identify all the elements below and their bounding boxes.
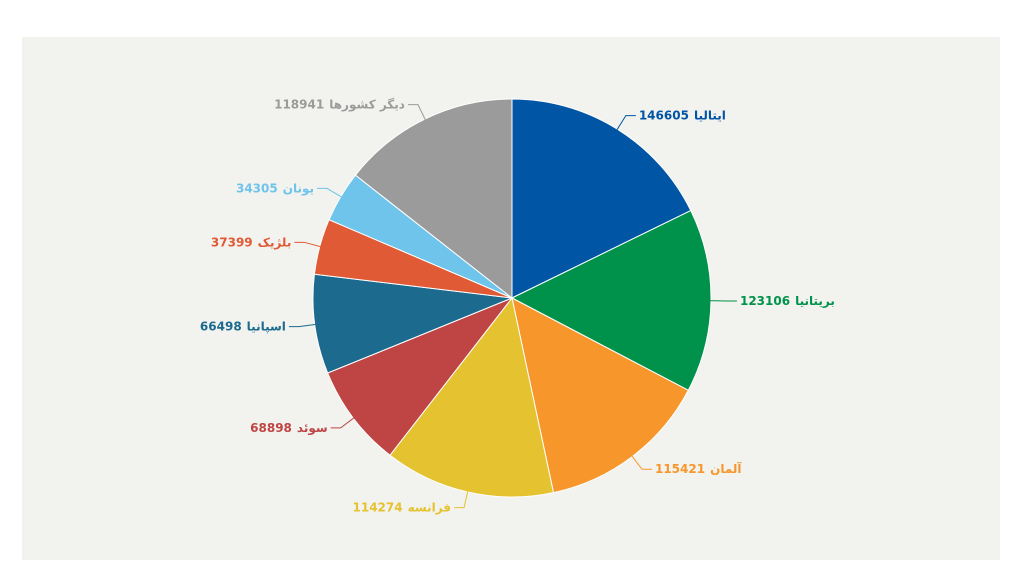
leader-line xyxy=(614,115,636,133)
data-label: 146605 ایتالیا xyxy=(639,108,726,122)
leader-line xyxy=(288,323,319,328)
data-label: 123106 بریتانیا xyxy=(740,293,835,307)
label-name: فرانسه xyxy=(408,500,451,514)
label-name: آلمان xyxy=(710,461,742,476)
data-label: 115421 آلمان xyxy=(655,461,742,476)
data-label: 66498 اسپانیا xyxy=(200,319,286,333)
leader-line xyxy=(294,241,324,248)
data-label: 34305 یونان xyxy=(236,181,314,196)
label-value: 68898 xyxy=(250,420,292,434)
leader-line xyxy=(454,487,470,509)
label-name: اسپانیا xyxy=(247,319,286,333)
leader-line xyxy=(317,187,345,200)
data-label: 68898 سوئد xyxy=(250,420,328,435)
leader-line xyxy=(330,415,357,429)
data-label: 114274 فرانسه xyxy=(353,500,452,514)
label-name: یونان xyxy=(283,181,314,196)
label-value: 123106 xyxy=(740,293,790,307)
label-name: ایتالیا xyxy=(694,108,726,122)
data-label: 118941 دیگر کشورها xyxy=(274,97,405,112)
label-value: 115421 xyxy=(655,462,705,476)
leader-line xyxy=(407,104,428,123)
label-name: بریتانیا xyxy=(795,293,835,307)
label-name: دیگر کشورها xyxy=(329,97,405,112)
label-value: 66498 xyxy=(200,319,242,333)
label-value: 34305 xyxy=(236,181,278,195)
label-name: سوئد xyxy=(297,420,328,435)
label-value: 114274 xyxy=(353,500,403,514)
leader-line xyxy=(629,453,652,470)
data-label: 37399 بلژیک xyxy=(211,235,291,249)
label-value: 118941 xyxy=(274,97,324,111)
label-name: بلژیک xyxy=(258,235,292,249)
label-value: 37399 xyxy=(211,235,253,249)
label-value: 146605 xyxy=(639,108,689,122)
